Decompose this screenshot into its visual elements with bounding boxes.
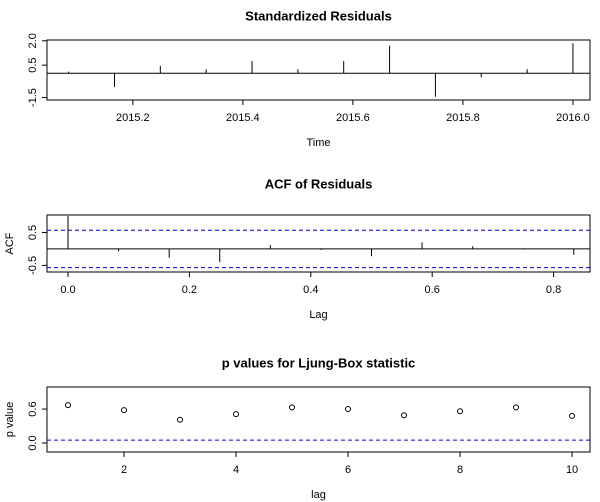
x-tick-label: 2016.0	[556, 112, 590, 124]
panel-title: Standardized Residuals	[245, 8, 392, 23]
x-tick-label: 0.6	[425, 284, 440, 296]
y-tick-label: 0.5	[27, 225, 39, 240]
x-tick-label: 4	[233, 464, 239, 476]
point	[289, 404, 296, 411]
x-axis-label: lag	[311, 489, 326, 501]
y-tick-label: 2.0	[27, 33, 39, 48]
y-tick-label: -0.5	[27, 256, 39, 275]
x-tick-label: 2015.6	[336, 112, 370, 124]
plot-box	[46, 386, 591, 453]
panel-title: p values for Ljung-Box statistic	[222, 355, 416, 370]
y-tick-label: 0.5	[27, 57, 39, 72]
x-axis-label: Time	[306, 137, 330, 149]
y-tick-label: 0.0	[27, 435, 39, 450]
y-axis-label: p value	[4, 402, 16, 437]
panel-title: ACF of Residuals	[265, 176, 373, 191]
plot-box	[46, 214, 591, 273]
y-tick-label: 0.6	[27, 401, 39, 416]
x-tick-label: 0.4	[303, 284, 318, 296]
x-tick-label: 6	[345, 464, 351, 476]
x-tick-label: 2015.2	[116, 112, 150, 124]
point	[345, 406, 352, 413]
point	[457, 408, 464, 415]
x-tick-label: 0.0	[60, 284, 75, 296]
x-axis-label: Lag	[309, 309, 327, 321]
point	[65, 402, 72, 409]
x-tick-label: 10	[566, 464, 578, 476]
point	[177, 416, 184, 423]
y-axis-label: ACF	[4, 232, 16, 254]
plot-box	[46, 39, 591, 101]
x-tick-label: 8	[457, 464, 463, 476]
point	[569, 412, 576, 419]
point	[121, 407, 128, 414]
x-tick-label: 2	[121, 464, 127, 476]
point	[233, 411, 240, 418]
y-tick-label: -1.5	[27, 88, 39, 107]
x-tick-label: 2015.8	[446, 112, 480, 124]
point	[513, 404, 520, 411]
x-tick-label: 0.2	[182, 284, 197, 296]
x-tick-label: 0.8	[546, 284, 561, 296]
point	[401, 412, 408, 419]
x-tick-label: 2015.4	[226, 112, 260, 124]
